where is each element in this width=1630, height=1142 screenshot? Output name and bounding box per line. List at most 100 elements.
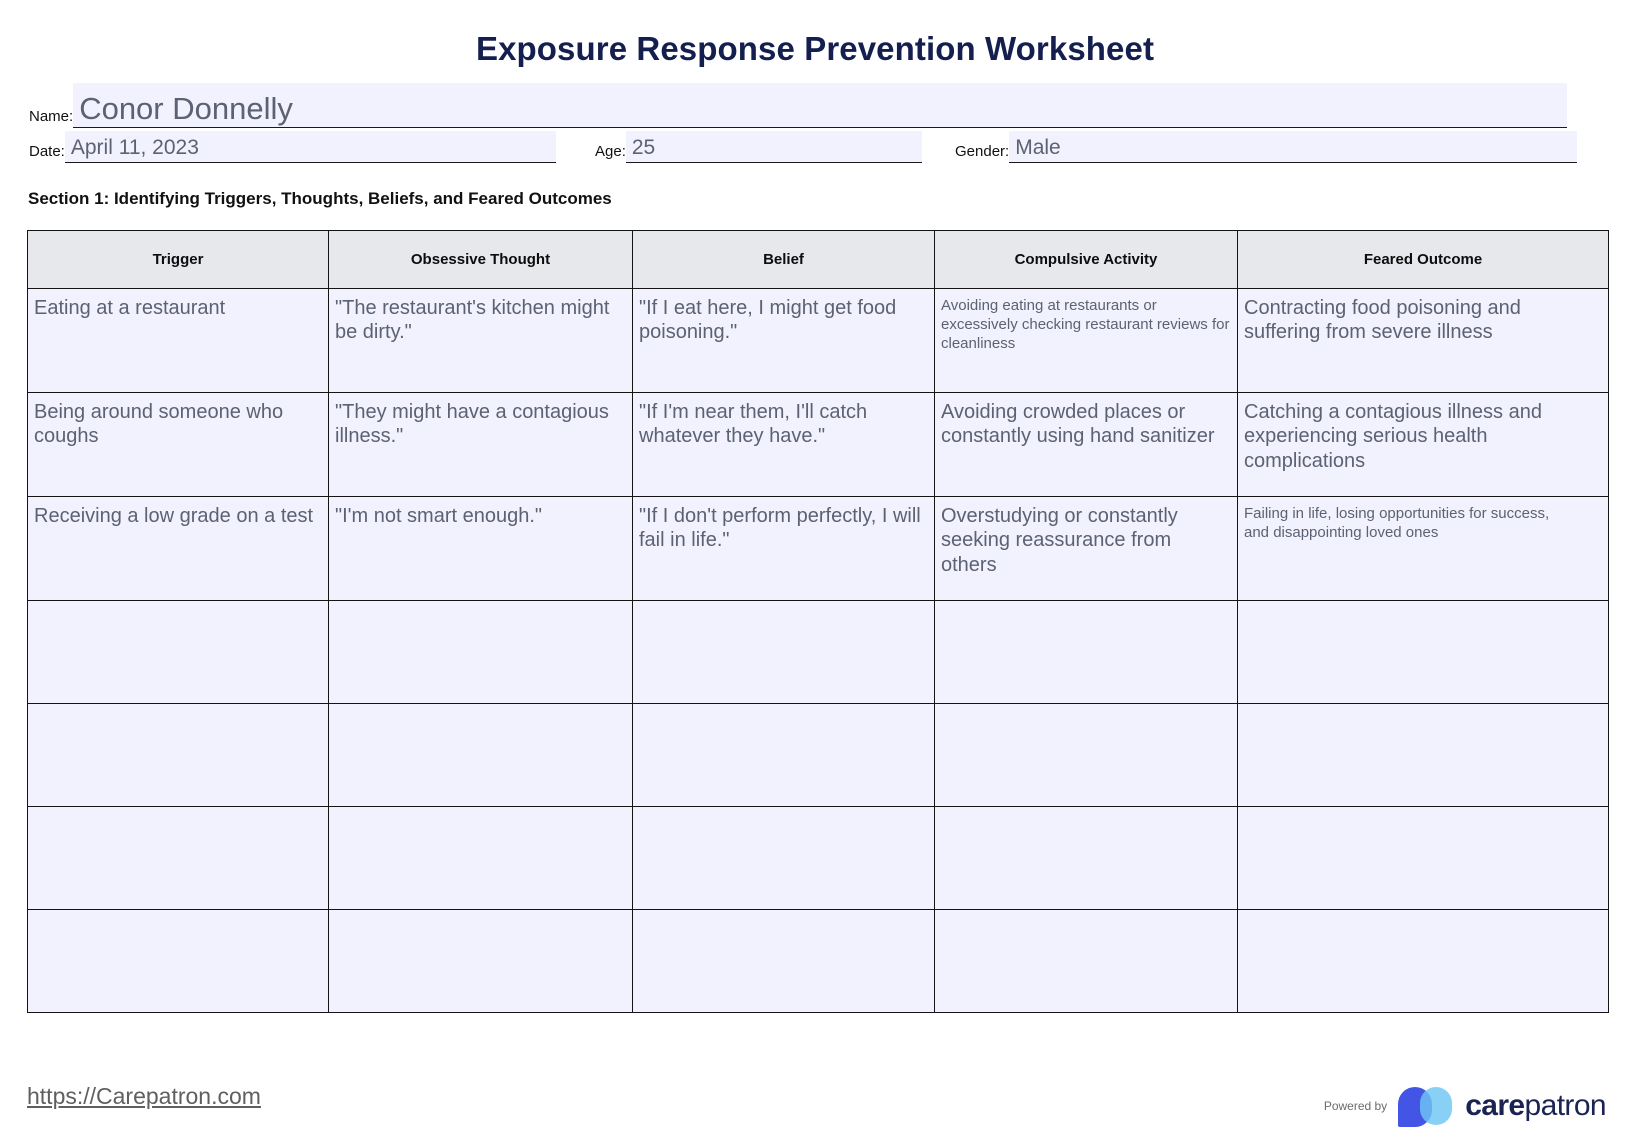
cell-belief[interactable]: "If I don't perform perfectly, I will fa… — [632, 496, 935, 601]
page-title: Exposure Response Prevention Worksheet — [475, 30, 1155, 67]
gender-label: Gender: — [955, 143, 1010, 160]
cell-belief-text: "If I don't perform perfectly, I will fa… — [639, 505, 921, 552]
cell-compulsive-activity-text — [935, 910, 1237, 921]
table-row — [27, 806, 1609, 910]
cell-trigger[interactable]: Being around someone who coughs — [27, 392, 329, 497]
cell-obsessive-thought[interactable] — [328, 909, 633, 1013]
footer-brand: Powered by carepatron — [1323, 1085, 1607, 1129]
cell-compulsive-activity-text: Overstudying or constantly seeking reass… — [941, 505, 1178, 576]
cell-belief-text — [633, 910, 934, 921]
cell-obsessive-thought[interactable] — [328, 703, 633, 807]
cell-belief[interactable]: "If I eat here, I might get food poisoni… — [632, 288, 935, 393]
cell-obsessive-thought-text: "They might have a contagious illness." — [335, 401, 609, 448]
column-header-compulsive-activity: Compulsive Activity — [934, 230, 1238, 289]
cell-belief[interactable] — [632, 703, 935, 807]
cell-feared-outcome[interactable] — [1237, 703, 1609, 807]
cell-belief[interactable] — [632, 600, 935, 704]
column-header-feared-outcome: Feared Outcome — [1237, 230, 1609, 289]
cell-belief-text — [633, 704, 934, 715]
cell-belief-text — [633, 601, 934, 612]
table-row — [27, 600, 1609, 704]
cell-compulsive-activity[interactable] — [934, 806, 1238, 910]
date-input[interactable]: April 11, 2023 — [64, 131, 556, 163]
cell-trigger-text: Being around someone who coughs — [34, 401, 284, 448]
cell-compulsive-activity-text: Avoiding crowded places or constantly us… — [941, 401, 1215, 448]
age-label: Age: — [595, 143, 626, 160]
name-label: Name: — [29, 108, 74, 125]
cell-feared-outcome-text — [1238, 601, 1608, 612]
gender-input[interactable]: Male — [1009, 131, 1578, 163]
date-field-row: Date: April 11, 2023 — [29, 131, 556, 163]
cell-feared-outcome[interactable] — [1237, 806, 1609, 910]
logo-blob-light-icon — [1420, 1087, 1453, 1125]
cell-belief[interactable]: "If I'm near them, I'll catch whatever t… — [632, 392, 935, 497]
cell-obsessive-thought[interactable] — [328, 600, 633, 704]
cell-compulsive-activity-text — [935, 704, 1237, 715]
column-header-belief: Belief — [632, 230, 935, 289]
cell-trigger[interactable] — [27, 806, 329, 910]
cell-obsessive-thought-text: "The restaurant's kitchen might be dirty… — [335, 297, 610, 344]
cell-trigger-text — [28, 704, 328, 715]
cell-trigger[interactable]: Receiving a low grade on a test — [27, 496, 329, 601]
cell-feared-outcome-text: Contracting food poisoning and suffering… — [1244, 297, 1521, 344]
cell-compulsive-activity[interactable] — [934, 703, 1238, 807]
cell-compulsive-activity[interactable] — [934, 909, 1238, 1013]
cell-trigger-text — [28, 910, 328, 921]
date-label: Date: — [29, 143, 65, 160]
cell-belief-text — [633, 807, 934, 818]
name-field-row: Name: Conor Donnelly — [29, 83, 1568, 128]
column-header-trigger: Trigger — [27, 230, 329, 289]
column-header-obsessive-thought: Obsessive Thought — [328, 230, 633, 289]
cell-feared-outcome[interactable]: Catching a contagious illness and experi… — [1237, 392, 1609, 497]
name-input[interactable]: Conor Donnelly — [73, 83, 1568, 128]
cell-trigger[interactable]: Eating at a restaurant — [27, 288, 329, 393]
cell-trigger-text — [28, 807, 328, 818]
cell-obsessive-thought-text: "I'm not smart enough." — [335, 505, 543, 527]
cell-feared-outcome-text — [1238, 704, 1608, 715]
age-field-row: Age: 25 — [595, 131, 922, 163]
cell-feared-outcome[interactable] — [1237, 909, 1609, 1013]
cell-obsessive-thought[interactable] — [328, 806, 633, 910]
cell-belief[interactable] — [632, 806, 935, 910]
section-1-heading: Section 1: Identifying Triggers, Thought… — [28, 189, 612, 208]
gender-value: Male — [1015, 137, 1061, 160]
cell-trigger[interactable] — [27, 703, 329, 807]
cell-trigger-text — [28, 601, 328, 612]
table-row — [27, 703, 1609, 807]
cell-belief[interactable] — [632, 909, 935, 1013]
age-value: 25 — [631, 137, 656, 160]
age-input[interactable]: 25 — [625, 131, 922, 163]
footer-website-link[interactable]: https://Carepatron.com — [27, 1083, 261, 1109]
cell-feared-outcome[interactable] — [1237, 600, 1609, 704]
cell-trigger-text: Eating at a restaurant — [34, 297, 226, 319]
table-row: Eating at a restaurant "The restaurant's… — [27, 288, 1609, 393]
cell-obsessive-thought-text — [329, 601, 632, 612]
table-header-row: Trigger Obsessive Thought Belief Compuls… — [27, 230, 1609, 289]
cell-feared-outcome[interactable]: Contracting food poisoning and suffering… — [1237, 288, 1609, 393]
cell-compulsive-activity[interactable]: Overstudying or constantly seeking reass… — [934, 496, 1238, 601]
powered-by-label: Powered by — [1323, 1099, 1388, 1113]
date-value: April 11, 2023 — [70, 137, 199, 160]
cell-trigger[interactable] — [27, 600, 329, 704]
cell-compulsive-activity[interactable]: Avoiding crowded places or constantly us… — [934, 392, 1238, 497]
table-row: Being around someone who coughs "They mi… — [27, 392, 1609, 497]
cell-obsessive-thought[interactable]: "I'm not smart enough." — [328, 496, 633, 601]
cell-compulsive-activity-text — [935, 601, 1237, 612]
cell-feared-outcome[interactable]: Failing in life, losing opportunities fo… — [1237, 496, 1609, 601]
cell-obsessive-thought[interactable]: "They might have a contagious illness." — [328, 392, 633, 497]
table-row: Receiving a low grade on a test "I'm not… — [27, 496, 1609, 601]
cell-belief-text: "If I eat here, I might get food poisoni… — [639, 297, 897, 344]
gender-field-row: Gender: Male — [955, 131, 1578, 163]
cell-compulsive-activity[interactable]: Avoiding eating at restaurants or excess… — [934, 288, 1238, 393]
wordmark-care: care — [1465, 1088, 1525, 1122]
cell-compulsive-activity-text: Avoiding eating at restaurants or excess… — [941, 297, 1230, 352]
triggers-table: Trigger Obsessive Thought Belief Compuls… — [27, 230, 1609, 1013]
cell-obsessive-thought-text — [329, 910, 632, 921]
cell-belief-text: "If I'm near them, I'll catch whatever t… — [639, 401, 868, 448]
name-value: Conor Donnelly — [79, 91, 293, 126]
cell-obsessive-thought[interactable]: "The restaurant's kitchen might be dirty… — [328, 288, 633, 393]
cell-trigger[interactable] — [27, 909, 329, 1013]
cell-feared-outcome-text: Catching a contagious illness and experi… — [1244, 401, 1542, 472]
cell-compulsive-activity[interactable] — [934, 600, 1238, 704]
